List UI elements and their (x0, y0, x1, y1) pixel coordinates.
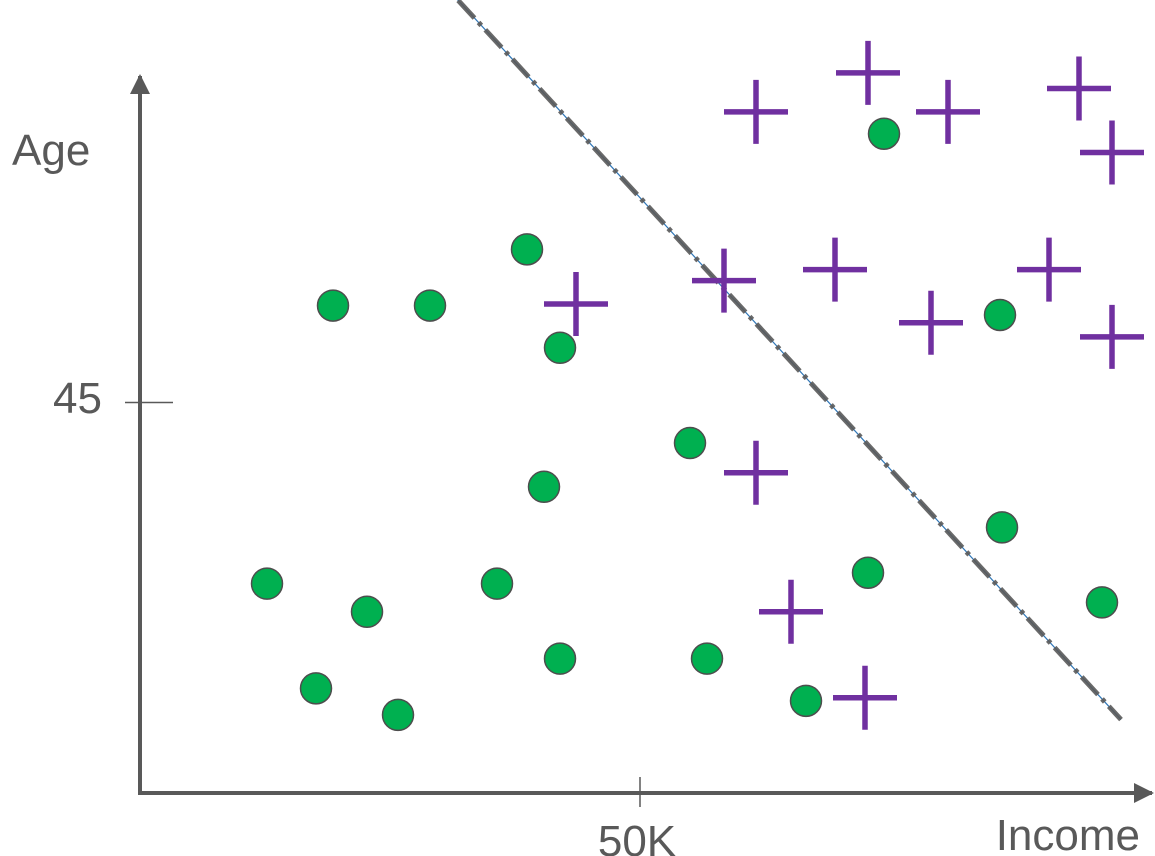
circle-point (316, 289, 350, 322)
circle-point (851, 556, 885, 589)
plus-point (899, 290, 963, 355)
plus-point (724, 79, 788, 144)
plus-point (833, 665, 897, 730)
plus-point (803, 237, 867, 302)
plus-point (1080, 120, 1144, 185)
circle-point (543, 642, 577, 675)
plus-point (916, 79, 980, 144)
circle-point (690, 642, 724, 675)
circle-point (789, 684, 823, 718)
circle-point (867, 117, 901, 150)
circle-point (250, 567, 284, 600)
axes (125, 74, 1154, 807)
circle-point (381, 698, 415, 732)
circle-point (413, 289, 447, 322)
decision-boundary (454, 0, 1123, 722)
x-tick-label: 50K (598, 817, 676, 856)
circle-point (527, 470, 561, 504)
circle-point (350, 595, 384, 629)
y-tick-label: 45 (53, 374, 102, 423)
data-points (250, 40, 1144, 732)
circle-point (1085, 586, 1119, 619)
boundary-line-dashed (454, 0, 1123, 722)
plus-point (1047, 56, 1111, 121)
plus-point (1017, 237, 1081, 302)
circle-point (543, 331, 577, 365)
circle-point (673, 426, 707, 460)
plus-point (724, 440, 788, 505)
x-axis-label: Income (996, 811, 1140, 856)
circle-point (480, 567, 514, 600)
y-axis-label: Age (12, 126, 90, 175)
circle-point (510, 233, 544, 266)
plus-point (544, 272, 608, 337)
plus-point (759, 579, 823, 644)
plus-point (1080, 304, 1144, 369)
circle-point (985, 511, 1019, 544)
plus-point (836, 40, 900, 105)
circle-point (299, 672, 333, 705)
circle-point (983, 298, 1017, 332)
plus-point (692, 248, 756, 313)
